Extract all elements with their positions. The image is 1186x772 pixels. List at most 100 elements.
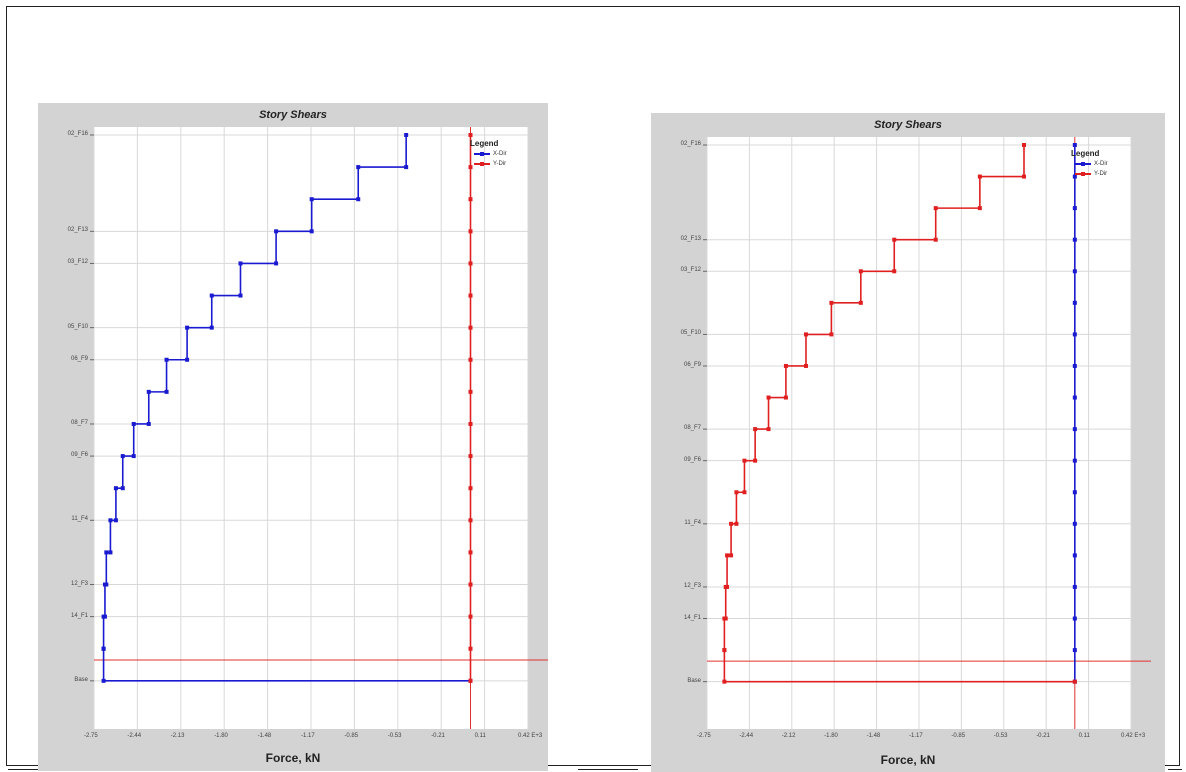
data-point xyxy=(1072,395,1077,400)
chart-svg xyxy=(90,127,548,729)
x-tick-label: -0.85 xyxy=(951,733,966,739)
story-label: Base xyxy=(74,676,88,683)
data-point xyxy=(742,458,747,463)
data-point xyxy=(404,133,409,137)
data-point xyxy=(356,197,361,202)
x-tick-label: -2.75 xyxy=(697,733,711,739)
data-point xyxy=(274,261,279,266)
x-tick-label: -1.17 xyxy=(301,733,315,739)
data-point xyxy=(209,325,214,330)
data-point xyxy=(102,582,107,587)
data-point xyxy=(1072,427,1077,432)
legend-label: X-Dir xyxy=(1094,161,1108,167)
chart-panel-2: Story Shears Force, kN -2.75 -2.44 -2.12 -1… xyxy=(651,113,1165,772)
data-point xyxy=(734,490,739,495)
x-axis-label: Force, kN xyxy=(880,753,936,767)
data-point xyxy=(468,421,473,426)
data-point xyxy=(468,582,473,587)
story-label: 06_F9 xyxy=(683,361,701,368)
legend-title: Legend xyxy=(470,139,499,148)
data-point xyxy=(274,229,279,234)
story-label: 08_F7 xyxy=(70,419,88,426)
data-point xyxy=(723,584,728,589)
data-point xyxy=(734,521,739,526)
data-point xyxy=(803,332,808,337)
data-point xyxy=(185,357,190,362)
data-point xyxy=(729,521,734,526)
data-point xyxy=(468,325,473,330)
data-point xyxy=(468,261,473,266)
data-point xyxy=(108,550,113,555)
data-point xyxy=(164,389,169,394)
data-point xyxy=(1072,616,1077,621)
data-point xyxy=(1072,679,1077,684)
story-label: 12_F3 xyxy=(70,580,88,587)
data-point xyxy=(766,427,771,432)
story-label: Base xyxy=(687,677,701,684)
data-point xyxy=(729,553,734,558)
x-tick-label: -1.80 xyxy=(824,733,838,739)
story-label: 11_F4 xyxy=(684,519,701,526)
data-point xyxy=(468,165,473,170)
story-label: 05_F10 xyxy=(67,323,88,330)
data-point xyxy=(783,395,788,400)
data-point xyxy=(209,293,214,298)
story-label: 03_F12 xyxy=(67,259,88,266)
story-label: 03_F12 xyxy=(680,267,701,274)
data-point xyxy=(1021,174,1026,179)
data-point xyxy=(238,293,243,298)
legend-label: Y-Dir xyxy=(1094,171,1108,177)
x-tick-label: -2.13 xyxy=(170,733,185,739)
x-tick-label: -2.44 xyxy=(127,733,142,739)
chart-svg xyxy=(703,137,1151,729)
data-point xyxy=(131,421,136,426)
x-tick-label: -1.17 xyxy=(909,733,923,739)
data-point xyxy=(1072,553,1077,558)
data-point xyxy=(309,229,314,234)
data-point xyxy=(146,389,151,394)
data-point xyxy=(1072,363,1077,368)
x-tick-label: 0.11 xyxy=(474,733,486,739)
x-tick-label: -2.75 xyxy=(84,733,98,739)
data-point xyxy=(1072,237,1077,242)
x-tick-label: -0.53 xyxy=(993,733,1008,739)
data-point xyxy=(468,197,473,202)
data-point xyxy=(468,293,473,298)
x-tick-label: -0.53 xyxy=(387,733,402,739)
data-point xyxy=(146,421,151,426)
data-point xyxy=(468,357,473,362)
data-point xyxy=(1072,648,1077,653)
data-point xyxy=(722,648,727,653)
legend-swatch xyxy=(1075,171,1091,176)
data-point xyxy=(468,550,473,555)
data-point xyxy=(1072,332,1077,337)
data-point xyxy=(803,363,808,368)
data-point xyxy=(113,518,118,523)
data-point xyxy=(120,486,125,491)
data-point xyxy=(742,490,747,495)
data-point xyxy=(1072,584,1077,589)
data-point xyxy=(468,389,473,394)
chart-title: Story Shears xyxy=(874,119,942,131)
data-point xyxy=(783,363,788,368)
data-point xyxy=(1072,143,1077,147)
data-point xyxy=(468,614,473,619)
data-point xyxy=(404,165,409,170)
story-label: 02_F13 xyxy=(67,227,88,234)
data-point xyxy=(468,229,473,234)
story-label: 09_F6 xyxy=(683,456,701,463)
story-label: 05_F10 xyxy=(680,330,701,337)
data-point xyxy=(892,237,897,242)
data-point xyxy=(1021,143,1026,147)
legend-item: X-Dir xyxy=(474,151,507,157)
data-point xyxy=(829,300,834,305)
data-point xyxy=(725,553,730,558)
data-point xyxy=(977,174,982,179)
story-label: 09_F6 xyxy=(70,452,88,459)
data-point xyxy=(468,518,473,523)
data-point xyxy=(238,261,243,266)
data-point xyxy=(933,206,938,211)
x-tick-label: -0.21 xyxy=(1036,733,1050,739)
story-label: 14_F1 xyxy=(70,612,88,619)
data-point xyxy=(858,269,863,274)
